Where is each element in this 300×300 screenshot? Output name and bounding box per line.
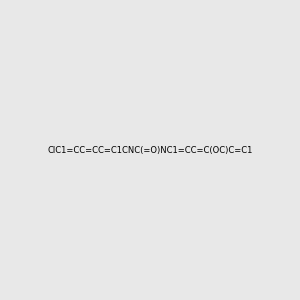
Text: ClC1=CC=CC=C1CNC(=O)NC1=CC=C(OC)C=C1: ClC1=CC=CC=C1CNC(=O)NC1=CC=C(OC)C=C1 bbox=[47, 146, 253, 154]
